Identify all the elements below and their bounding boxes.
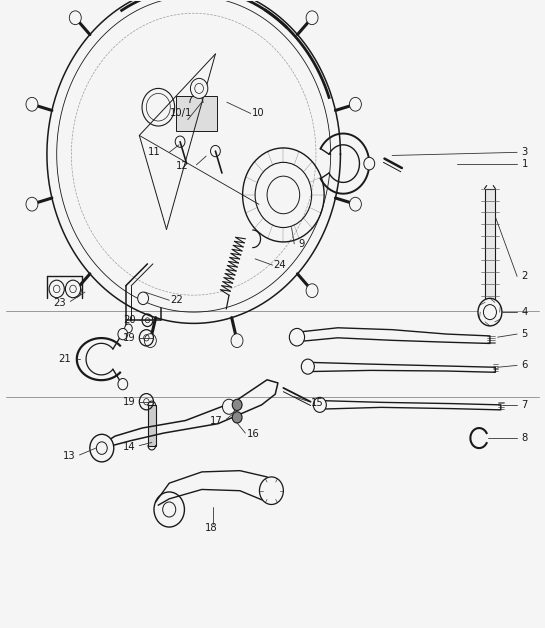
Text: 2: 2	[522, 271, 528, 281]
Text: 3: 3	[522, 148, 528, 158]
Circle shape	[289, 328, 305, 346]
Circle shape	[90, 435, 114, 462]
Circle shape	[222, 399, 235, 414]
Circle shape	[118, 379, 128, 390]
Text: 6: 6	[522, 360, 528, 371]
Circle shape	[49, 280, 64, 298]
Circle shape	[232, 412, 242, 423]
Text: 17: 17	[210, 416, 222, 426]
Text: 21: 21	[59, 354, 71, 364]
Circle shape	[364, 158, 375, 170]
Circle shape	[190, 78, 208, 99]
Circle shape	[210, 146, 220, 157]
Circle shape	[175, 136, 185, 148]
Circle shape	[154, 492, 184, 527]
Text: 15: 15	[311, 398, 323, 408]
Text: 10/1: 10/1	[170, 109, 193, 119]
Text: 22: 22	[170, 295, 183, 305]
Circle shape	[349, 97, 361, 111]
Circle shape	[313, 398, 326, 413]
Text: 8: 8	[522, 433, 528, 443]
Circle shape	[118, 328, 128, 340]
Circle shape	[478, 298, 502, 326]
Text: 20: 20	[123, 315, 136, 325]
Circle shape	[306, 284, 318, 298]
Text: 5: 5	[522, 329, 528, 339]
Circle shape	[232, 399, 242, 411]
Text: 9: 9	[299, 239, 305, 249]
Circle shape	[26, 97, 38, 111]
Text: 19: 19	[123, 333, 136, 343]
Circle shape	[301, 359, 314, 374]
Circle shape	[349, 197, 361, 211]
Bar	[485, 188, 495, 308]
Text: 10: 10	[252, 109, 264, 119]
Text: 24: 24	[274, 260, 286, 270]
Circle shape	[259, 477, 283, 504]
Text: 13: 13	[63, 451, 76, 460]
Text: 19: 19	[123, 397, 136, 407]
Text: 11: 11	[148, 148, 161, 158]
Text: 16: 16	[246, 430, 259, 440]
Circle shape	[306, 11, 318, 24]
Circle shape	[125, 324, 132, 333]
Circle shape	[26, 197, 38, 211]
Circle shape	[231, 333, 243, 347]
Text: 7: 7	[522, 400, 528, 410]
Text: 18: 18	[205, 523, 218, 533]
Circle shape	[144, 333, 156, 347]
Text: 4: 4	[522, 307, 528, 317]
Bar	[176, 96, 217, 131]
Text: 12: 12	[175, 161, 188, 171]
Text: 1: 1	[522, 159, 528, 168]
Circle shape	[65, 280, 81, 298]
Circle shape	[69, 11, 81, 24]
Text: 14: 14	[123, 442, 136, 452]
Bar	[148, 406, 156, 446]
Text: 23: 23	[53, 298, 66, 308]
Circle shape	[69, 284, 81, 298]
Circle shape	[138, 292, 149, 305]
